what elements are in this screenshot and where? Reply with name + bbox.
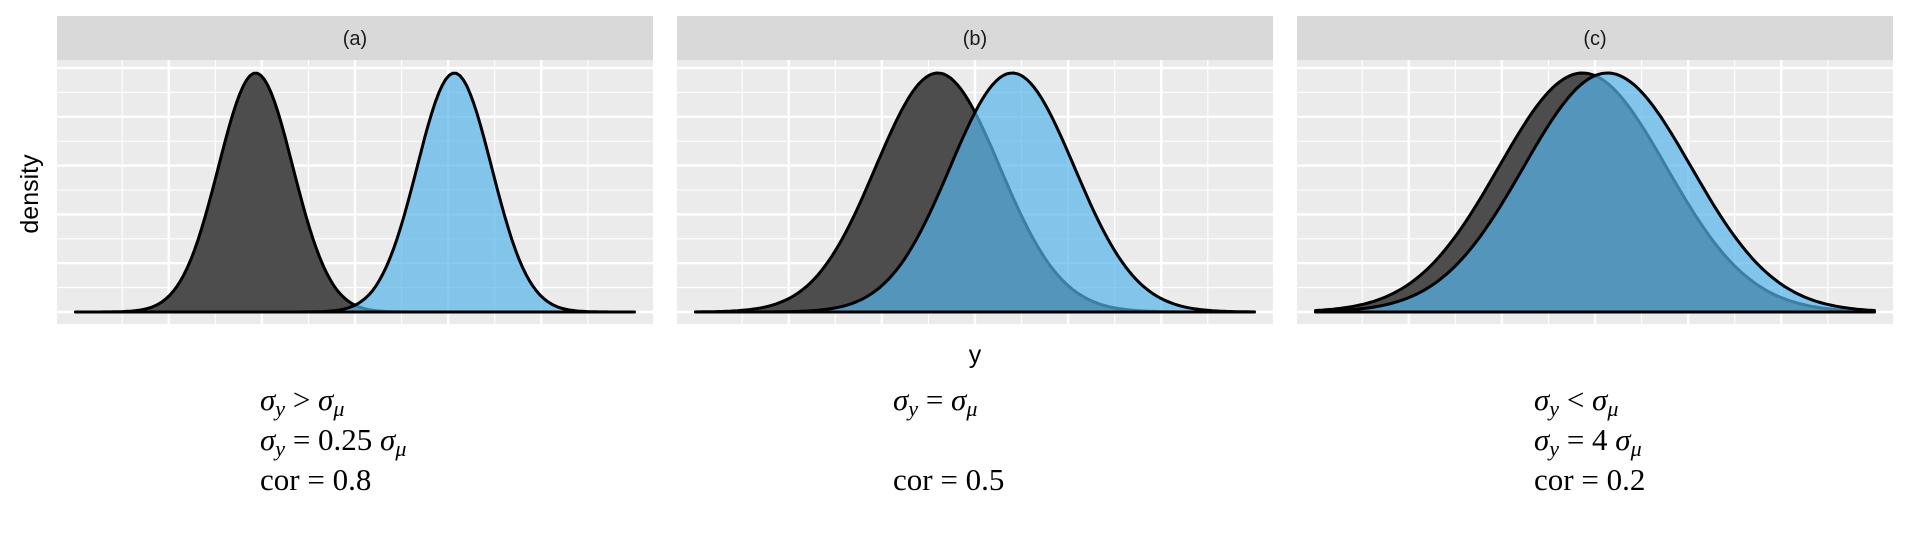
subscript: y — [1549, 396, 1560, 421]
subscript: μ — [1607, 396, 1619, 421]
subscript: μ — [1630, 436, 1642, 461]
sigma-symbol: σ — [1615, 422, 1631, 457]
operator-text: > — [285, 382, 319, 417]
facet-strip — [1297, 16, 1893, 60]
subscript: y — [908, 396, 919, 421]
facet-strip-label: (b) — [963, 28, 987, 50]
subscript: μ — [395, 436, 407, 461]
annotation-line — [893, 420, 1004, 460]
subscript: μ — [966, 396, 978, 421]
facet-strip-label: (c) — [1583, 28, 1606, 50]
annotation-line: σy = 4 σμ — [1534, 420, 1645, 461]
subscript: y — [275, 436, 286, 461]
facet-panel: (c) — [1297, 16, 1893, 324]
facet-strip-label: (a) — [343, 28, 367, 50]
facet-strip — [57, 16, 653, 60]
panel-annotation: σy < σμ σy = 4 σμ cor = 0.2 — [1534, 380, 1645, 500]
subscript: y — [275, 396, 286, 421]
annotation-line: cor = 0.2 — [1534, 462, 1646, 497]
x-axis-title: y — [969, 341, 982, 369]
annotation-line: cor = 0.8 — [260, 462, 372, 497]
y-axis-title: density — [16, 154, 44, 234]
annotation-line: σy = σμ — [893, 380, 1004, 421]
annotation-line: σy > σμ — [260, 380, 406, 421]
density-curve-blue — [74, 71, 636, 314]
sigma-symbol: σ — [1592, 382, 1608, 417]
annotation-line: σy < σμ — [1534, 380, 1645, 421]
annotation-line: σy = 0.25 σμ — [260, 420, 407, 461]
subscript: y — [1549, 436, 1560, 461]
annotation-line: cor = 0.5 — [893, 462, 1005, 497]
facet-panel: (a) — [57, 16, 653, 324]
sigma-symbol: σ — [318, 382, 334, 417]
panel-annotation: σy = σμ cor = 0.5 — [893, 380, 1004, 500]
density-curve-blue — [1314, 71, 1876, 314]
facet-strip — [677, 16, 1273, 60]
subscript: μ — [333, 396, 345, 421]
facet-panel: (b) — [677, 16, 1273, 324]
sigma-symbol: σ — [951, 382, 967, 417]
operator-text: = — [918, 382, 952, 417]
density-curve-blue — [694, 71, 1256, 314]
sigma-symbol: σ — [1534, 382, 1550, 417]
sigma-symbol: σ — [380, 422, 396, 457]
sigma-symbol: σ — [893, 382, 909, 417]
operator-text: < — [1559, 382, 1593, 417]
sigma-symbol: σ — [1534, 422, 1550, 457]
sigma-symbol: σ — [260, 422, 276, 457]
operator-text: = 4 — [1559, 422, 1616, 457]
panel-annotation: σy > σμ σy = 0.25 σμ cor = 0.8 — [260, 380, 406, 500]
operator-text: = 0.25 — [285, 422, 381, 457]
sigma-symbol: σ — [260, 382, 276, 417]
